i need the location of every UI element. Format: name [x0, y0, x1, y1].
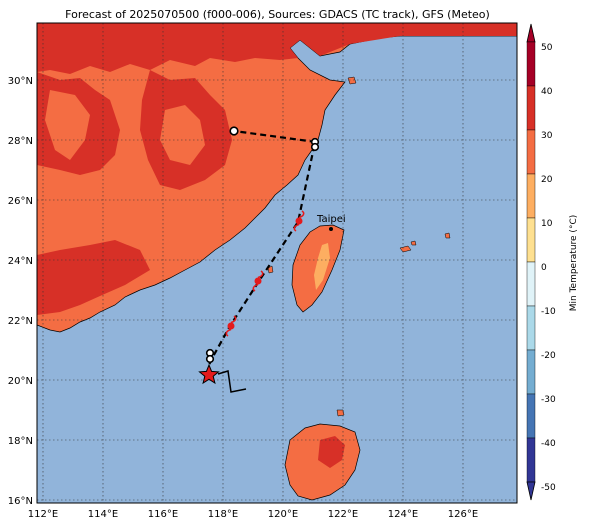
map-title: Forecast of 2025070500 (f000-006), Sourc…	[65, 8, 490, 21]
colorbar-segment	[526, 85, 536, 131]
hot-region-south	[37, 240, 150, 315]
colorbar: 50 40 30 20 10 0 -10 -20 -30 -40 -50 Min…	[526, 23, 579, 501]
lat-tick: 26°N	[8, 196, 33, 207]
storm-symbol	[293, 210, 305, 232]
lat-tick-labels: 16°N 18°N 20°N 22°N 24°N 26°N 28°N 30°N	[8, 76, 33, 507]
colorbar-label: Min Temperature (°C)	[569, 215, 579, 312]
colorbar-segment	[526, 217, 536, 263]
lat-tick: 28°N	[8, 136, 33, 147]
map-frame	[36, 22, 518, 504]
lat-tick: 20°N	[8, 376, 33, 387]
city-label: Taipei	[316, 214, 346, 225]
colorbar-tick: -20	[541, 351, 556, 361]
lat-tick: 22°N	[8, 316, 33, 327]
colorbar-tick: 10	[541, 219, 553, 229]
small-island-3	[410, 240, 417, 246]
lon-tick: 116°E	[148, 509, 178, 520]
lat-tick: 24°N	[8, 256, 33, 267]
lat-tick: 30°N	[8, 76, 33, 87]
colorbar-segment	[526, 261, 536, 307]
lon-tick: 124°E	[388, 509, 418, 520]
lon-tick: 122°E	[328, 509, 358, 520]
hot-region-north	[37, 23, 517, 74]
storm-symbol	[225, 315, 237, 337]
city-marker	[329, 227, 333, 231]
past-track	[217, 370, 247, 393]
lon-tick: 126°E	[448, 509, 478, 520]
lon-tick: 120°E	[268, 509, 298, 520]
colorbar-segment	[526, 393, 536, 439]
colorbar-tick: 0	[541, 263, 547, 273]
colorbar-tick: 50	[541, 43, 553, 53]
colorbar-top-extend	[526, 23, 536, 43]
penghu-islands	[267, 265, 274, 274]
colorbar-segment	[526, 349, 536, 395]
colorbar-tick: 30	[541, 131, 553, 141]
warm-patch-west	[45, 90, 90, 160]
hainan-hot-patch	[318, 436, 345, 468]
lat-tick: 16°N	[8, 496, 33, 507]
current-position-star	[198, 363, 220, 385]
lon-tick-labels: 112°E 114°E 116°E 118°E 120°E 122°E 124°…	[28, 509, 478, 520]
colorbar-tick: 20	[541, 175, 553, 185]
warm-patch-center	[160, 105, 205, 165]
colorbar-ticks: 50 40 30 20 10 0 -10 -20 -30 -40 -50	[541, 43, 556, 493]
colorbar-tick: -50	[541, 483, 556, 493]
colorbar-segment	[526, 41, 536, 87]
coastal-island	[336, 409, 345, 417]
lat-tick: 18°N	[8, 436, 33, 447]
forecast-track	[206, 129, 318, 375]
small-island-2	[444, 232, 451, 239]
colorbar-segment	[526, 173, 536, 219]
storm-symbol	[252, 270, 264, 292]
colorbar-segment	[526, 437, 536, 483]
colorbar-segment	[526, 129, 536, 175]
gridlines	[37, 23, 517, 503]
colorbar-tick: -10	[541, 307, 556, 317]
track-circles	[205, 126, 320, 364]
zhoushan-islands	[347, 76, 357, 85]
taiwan-warm-patch	[314, 243, 330, 290]
lon-tick: 112°E	[28, 509, 58, 520]
colorbar-bottom-extend	[526, 481, 536, 501]
lon-tick: 114°E	[88, 509, 118, 520]
lon-tick: 118°E	[208, 509, 238, 520]
colorbar-tick: -40	[541, 439, 556, 449]
colorbar-segment	[526, 305, 536, 351]
colorbar-tick: 40	[541, 87, 553, 97]
colorbar-tick: -30	[541, 395, 556, 405]
